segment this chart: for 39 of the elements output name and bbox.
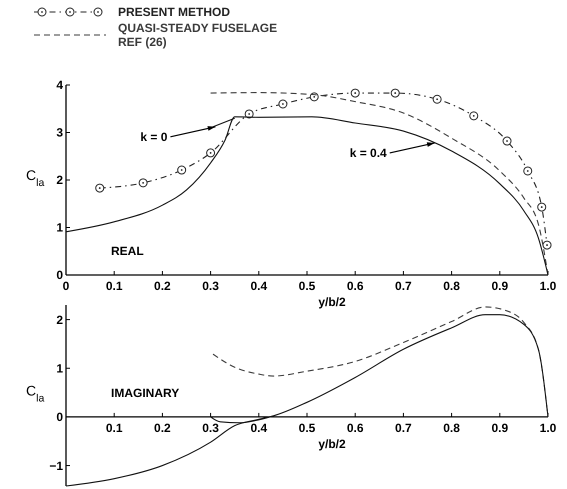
x-tick-label: 1.0 [540,279,557,293]
x-tick-label: 0.3 [202,279,220,293]
x-tick-label: 0.9 [491,279,508,293]
x-tick-label: 0.2 [154,279,172,293]
y-tick-label: −1 [49,458,64,473]
x-tick-label: 1.0 [540,420,557,435]
y-axis-title: C$_{la}$ [26,167,44,189]
x-tick-label: 0.7 [395,279,412,293]
y-tick-label: 0 [56,268,64,282]
x-tick-label: 0.6 [346,279,364,293]
x-tick-label: 0.8 [443,420,460,435]
x-tick-label: 0.4 [250,279,268,293]
x-tick-label: 0.5 [298,420,316,435]
annotation: REAL [111,244,144,258]
x-tick-label: 0.7 [395,420,412,435]
x-tick-label: 0.1 [106,420,123,435]
y-tick-label: 2 [56,312,64,327]
x-axis-title: y/b/2 [318,295,346,309]
annotation: k = 0 [140,130,168,144]
y-tick-label: 1 [56,220,64,235]
annotation: IMAGINARY [111,386,180,400]
x-tick-label: 0.8 [443,279,460,293]
y-axis-title: C$_{la}$ [26,382,44,404]
y-tick-label: 2 [56,173,64,188]
y-tick-label: 0 [56,410,64,424]
legend-label: PRESENT METHOD [118,5,230,20]
x-tick-label: 0.9 [491,420,508,435]
x-axis-title: y/b/2 [318,436,346,451]
x-tick-label: 0.4 [250,420,268,435]
y-tick-label: 4 [56,78,64,92]
x-tick-label: 0.6 [346,420,364,435]
x-tick-label: 0.1 [106,279,123,293]
x-tick-label: 0.5 [298,279,316,293]
x-tick-label: 0.2 [154,420,172,435]
y-tick-label: 3 [56,126,64,140]
y-tick-label: 1 [56,361,64,376]
x-tick-label: 0.3 [202,420,220,435]
text: QUASI-STEADY FUSELAGE REF (26) [118,21,278,49]
annotation: k = 0.4 [350,146,388,160]
